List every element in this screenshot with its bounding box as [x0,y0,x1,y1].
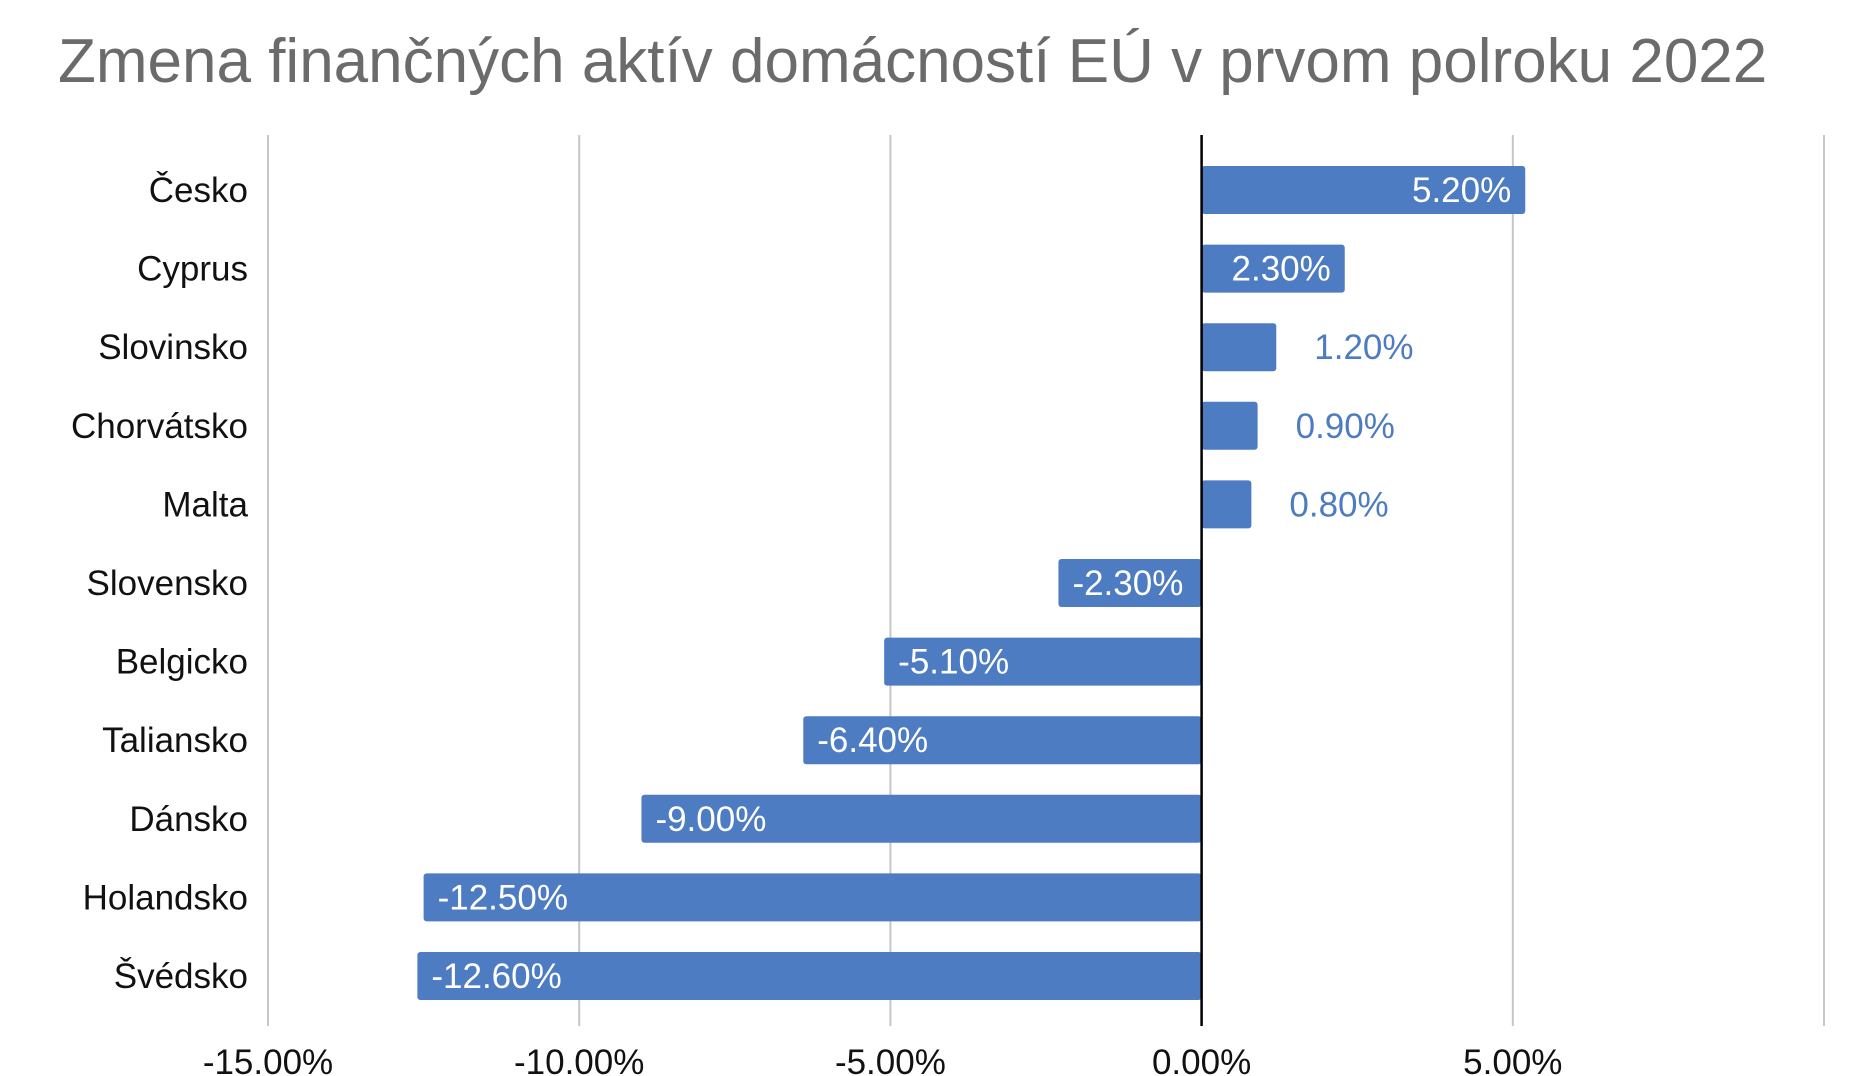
bar [417,952,1202,1000]
bar [1201,480,1252,529]
bar [423,873,1202,922]
category-label: Cyprus [137,250,248,289]
data-label: 0.80% [1289,485,1388,524]
category-label: Taliansko [102,721,248,760]
category-label: Švédsko [114,957,248,996]
category-label: Česko [149,171,248,210]
category-label: Dánsko [129,800,248,839]
data-label: 0.90% [1296,407,1395,446]
data-label: -2.30% [1072,564,1183,603]
data-label: -6.40% [817,721,928,760]
data-label: -12.60% [431,957,561,996]
x-tick-labels: -15.00% -10.00% -5.00% 0.00% 5.00% [203,1043,1563,1076]
data-label: 1.20% [1314,328,1413,367]
bar [1058,559,1202,607]
data-label: 2.30% [1232,250,1331,289]
bar [1201,401,1258,450]
bar [803,716,1202,765]
bar [1201,166,1526,214]
x-tick-label: -10.00% [514,1043,644,1076]
category-label: Chorvátsko [71,407,248,446]
x-tick-label: 5.00% [1463,1043,1562,1076]
chart-title: Zmena finančných aktív domácností EÚ v p… [58,27,1768,96]
data-labels: 5.20% 2.30% 1.20% 0.90% 0.80% -2.30% -5.10% -6.… [431,171,1511,996]
category-label: Slovinsko [98,328,248,367]
x-tick-label: -15.00% [203,1043,333,1076]
data-label: -5.10% [898,643,1009,682]
category-label: Holandsko [83,878,248,917]
category-label: Malta [162,485,248,524]
x-tick-label: 0.00% [1152,1043,1251,1076]
category-labels: Česko Cyprus Slovinsko Chorvátsko Malta Slove… [71,171,249,996]
bar [641,794,1202,843]
data-label: 5.20% [1412,171,1511,210]
data-label: -9.00% [655,800,766,839]
bar [884,637,1202,686]
category-label: Slovensko [87,564,248,603]
bar [1201,323,1277,372]
x-tick-label: -5.00% [835,1043,946,1076]
bars [417,166,1526,1000]
category-label: Belgicko [116,643,248,682]
data-label: -12.50% [438,878,568,917]
bar [1201,244,1345,293]
